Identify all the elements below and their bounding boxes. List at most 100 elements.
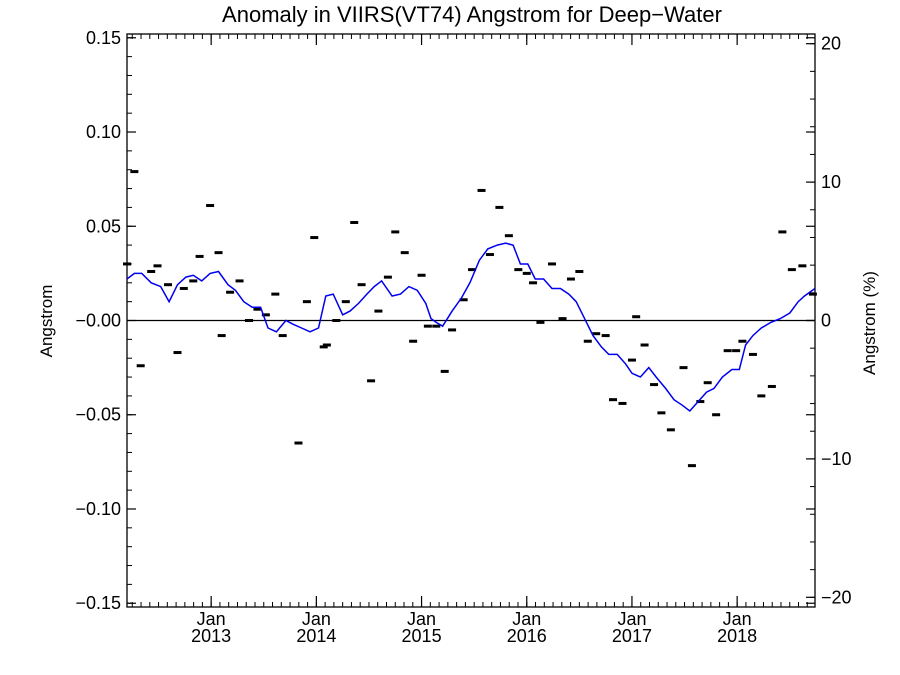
data-marker [679, 366, 688, 370]
y2-tick-label: 10 [821, 172, 841, 192]
data-marker [409, 339, 418, 343]
x-tick-year: 2013 [191, 626, 231, 646]
data-marker [703, 381, 712, 385]
x-tick-year: 2015 [402, 626, 442, 646]
y-tick-label: −0.10 [75, 499, 121, 519]
x-tick-month: Jan [302, 609, 331, 629]
x-axis: Jan2013Jan2014Jan2015Jan2016Jan2017Jan20… [131, 34, 808, 646]
y-tick-label: 0.05 [86, 216, 121, 236]
data-marker [367, 379, 376, 383]
data-marker [548, 262, 557, 266]
data-marker [808, 292, 817, 296]
y-tick-label: −0.00 [75, 311, 121, 331]
y-tick-label: −0.15 [75, 593, 121, 613]
data-marker [712, 413, 721, 417]
data-marker [322, 343, 331, 347]
data-marker [400, 251, 409, 255]
data-marker [650, 383, 659, 387]
data-marker [278, 334, 287, 338]
data-marker [448, 328, 457, 332]
data-marker [723, 349, 732, 353]
data-marker [514, 268, 523, 272]
x-tick-month: Jan [407, 609, 436, 629]
data-marker [592, 332, 601, 336]
data-marker [302, 300, 311, 304]
data-marker [341, 300, 350, 304]
x-tick-year: 2017 [612, 626, 652, 646]
data-marker [271, 292, 280, 296]
y2-tick-label: −10 [821, 449, 852, 469]
data-marker [666, 428, 675, 432]
data-marker [566, 277, 575, 281]
data-marker [459, 298, 468, 302]
data-marker [696, 400, 705, 404]
running-mean-line [126, 242, 816, 413]
data-marker [245, 319, 254, 322]
x-tick-month: Jan [617, 609, 646, 629]
x-tick-year: 2014 [296, 626, 336, 646]
data-marker [738, 339, 747, 343]
data-marker [253, 307, 262, 311]
data-marker [332, 319, 341, 322]
y2-tick-label: −20 [821, 587, 852, 607]
data-marker [147, 269, 156, 273]
x-tick-month: Jan [723, 609, 752, 629]
data-marker [558, 317, 567, 321]
data-marker [383, 275, 392, 279]
x-tick-year: 2018 [717, 626, 757, 646]
y2-axis-label: Angstrom (%) [860, 271, 879, 375]
data-marker [504, 234, 513, 238]
data-marker [640, 343, 649, 347]
data-marker [748, 352, 757, 356]
y-tick-label: 0.10 [86, 122, 121, 142]
data-marker [601, 334, 610, 338]
data-marker [485, 253, 494, 257]
data-marker [529, 281, 538, 285]
data-marker [536, 320, 545, 324]
anomaly-markers [123, 170, 817, 468]
data-marker [757, 394, 766, 398]
data-marker [778, 230, 787, 234]
data-marker [226, 290, 235, 294]
x-tick-month: Jan [197, 609, 226, 629]
data-marker [609, 398, 618, 402]
data-marker [206, 204, 215, 208]
y2-tick-label: 20 [821, 34, 841, 54]
y-tick-label: 0.15 [86, 28, 121, 48]
data-marker [627, 358, 636, 362]
data-marker [136, 364, 145, 368]
data-marker [522, 271, 531, 275]
data-marker [495, 205, 504, 209]
x-tick-year: 2016 [507, 626, 547, 646]
data-marker [798, 264, 807, 268]
y-axis-right: 20 10 0 −10 −20 [806, 34, 852, 607]
data-marker [440, 369, 449, 373]
data-marker [687, 464, 696, 468]
data-marker [657, 411, 666, 415]
data-marker [189, 279, 198, 283]
chart-title: Anomaly in VIIRS(VT74) Angstrom for Deep… [222, 2, 722, 27]
data-marker [423, 324, 432, 328]
data-marker [319, 345, 328, 349]
data-marker [350, 220, 359, 224]
data-marker [575, 269, 584, 273]
plot-area [123, 33, 817, 608]
y-axis-left: 0.15 0.10 0.05 −0.00 −0.05 −0.10 −0.15 [75, 28, 815, 613]
data-marker [468, 268, 477, 272]
data-marker [164, 283, 173, 287]
data-marker [310, 236, 319, 240]
data-marker [391, 230, 400, 234]
data-marker [583, 339, 592, 343]
data-marker [417, 273, 426, 277]
data-marker [153, 264, 162, 268]
y2-tick-label: 0 [821, 311, 831, 331]
data-marker [732, 349, 741, 353]
data-marker [130, 170, 139, 174]
data-marker [235, 279, 244, 283]
data-marker [477, 188, 486, 192]
data-marker [432, 324, 441, 328]
y-axis-label: Angstrom [37, 285, 56, 358]
data-marker [767, 384, 776, 388]
data-marker [294, 441, 303, 445]
data-marker [357, 283, 366, 287]
